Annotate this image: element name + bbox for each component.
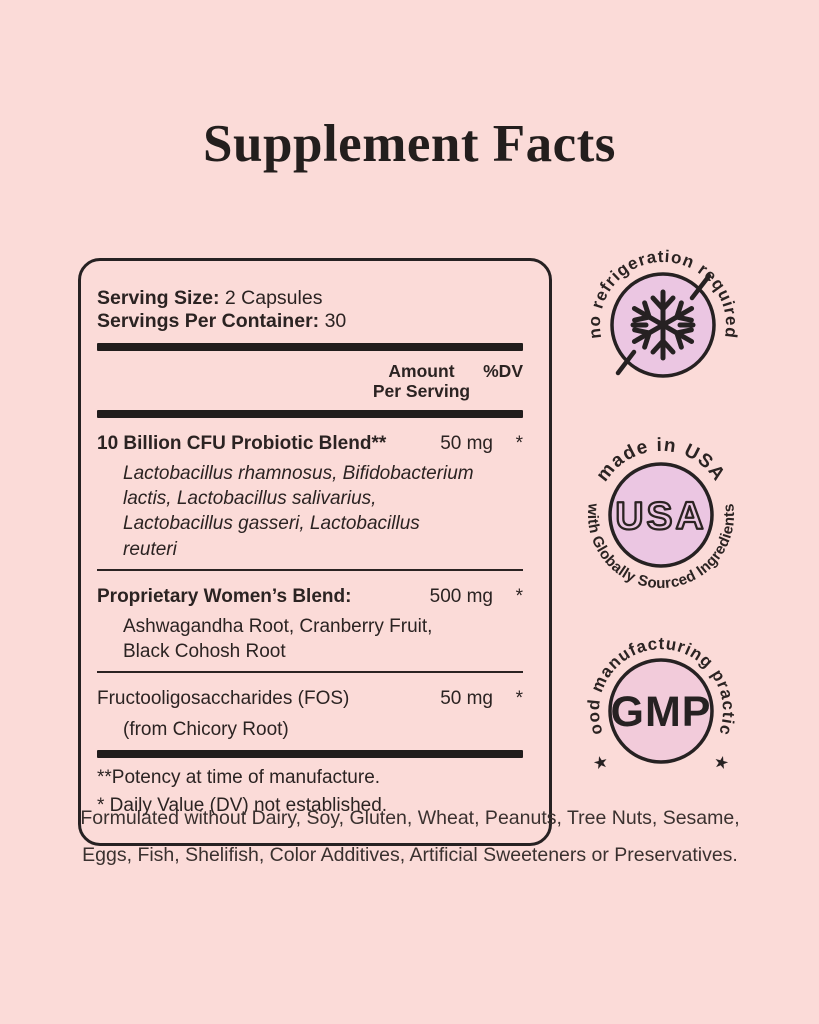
amount-header-line2: Per Serving [372, 380, 471, 401]
star-icon: ★ [591, 752, 611, 775]
servings-per-container-line: Servings Per Container: 30 [97, 310, 523, 333]
amount-header-line1: Amount [388, 360, 455, 381]
ingredient-amount: 50 mg [440, 432, 493, 454]
column-headers: Amount Per Serving %DV [97, 361, 523, 401]
serving-size-value: 2 Capsules [224, 287, 323, 309]
ingredient-detail: (from Chicory Root) [123, 718, 289, 740]
made-in-usa-badge: USA made in USA with Globally Sourced In… [576, 430, 746, 600]
thin-rule [97, 671, 523, 674]
thick-rule-bottom [97, 749, 523, 758]
ingredient-name: Fructooligosaccharides (FOS) [97, 688, 350, 710]
badge-circle [608, 462, 714, 568]
thick-rule-header [97, 409, 523, 418]
ingredient-dv: * [515, 688, 523, 710]
usa-text: USA [615, 495, 706, 538]
serving-size-line: Serving Size: 2 Capsules [97, 287, 523, 310]
servings-per-container-value: 30 [324, 309, 347, 332]
ingredient-dv: * [515, 432, 523, 454]
no-refrigeration-badge: no refrigeration required [578, 240, 748, 410]
thick-rule-top [97, 342, 523, 351]
dv-header: %DV [483, 360, 523, 381]
ingredient-row: Fructooligosaccharides (FOS) 50 mg * [97, 688, 523, 710]
gmp-badge-art: GMP good manufacturing practice ★ ★ [570, 611, 737, 775]
ingredient-amount: 500 mg [429, 585, 493, 607]
prohibition-slash-icon [615, 273, 712, 376]
made-in-usa-badge-art: USA made in USA with Globally Sourced In… [584, 435, 738, 592]
ingredient-name: Proprietary Women’s Blend: [97, 585, 352, 607]
ingredient-dv: * [515, 585, 523, 607]
thin-rule [97, 568, 523, 571]
ingredient-name: 10 Billion CFU Probiotic Blend** [97, 432, 387, 454]
amount-per-serving-header: Amount Per Serving [373, 361, 470, 401]
star-icon: ★ [711, 752, 731, 775]
snowflake-icon [630, 289, 696, 361]
formulated-without-statement: Formulated without Dairy, Soy, Gluten, W… [80, 807, 740, 867]
gmp-badge: GMP good manufacturing practice ★ ★ [570, 611, 746, 796]
badge-circle [608, 658, 714, 764]
servings-per-container-label: Servings Per Container: [97, 309, 320, 332]
ingredient-row: 10 Billion CFU Probiotic Blend** 50 mg * [97, 433, 523, 455]
gmp-text: GMP [611, 688, 712, 736]
ingredient-amount: 50 mg [440, 688, 493, 710]
supplement-facts-panel: Serving Size: 2 Capsules Servings Per Co… [78, 258, 552, 846]
daily-value-footnote: * Daily Value (DV) not established. [97, 794, 388, 816]
no-refrigeration-badge-art: no refrigeration required [585, 247, 740, 378]
serving-size-label: Serving Size: [97, 287, 220, 309]
potency-footnote: **Potency at time of manufacture. [97, 766, 381, 788]
page-title: Supplement Facts [203, 115, 616, 173]
ingredient-row: Proprietary Women’s Blend: 500 mg * [97, 586, 523, 608]
ingredient-detail: Ashwagandha Root, Cranberry Fruit, Black… [123, 616, 433, 663]
ingredient-detail: Lactobacillus rhamnosus, Bifidobacterium… [123, 463, 474, 560]
